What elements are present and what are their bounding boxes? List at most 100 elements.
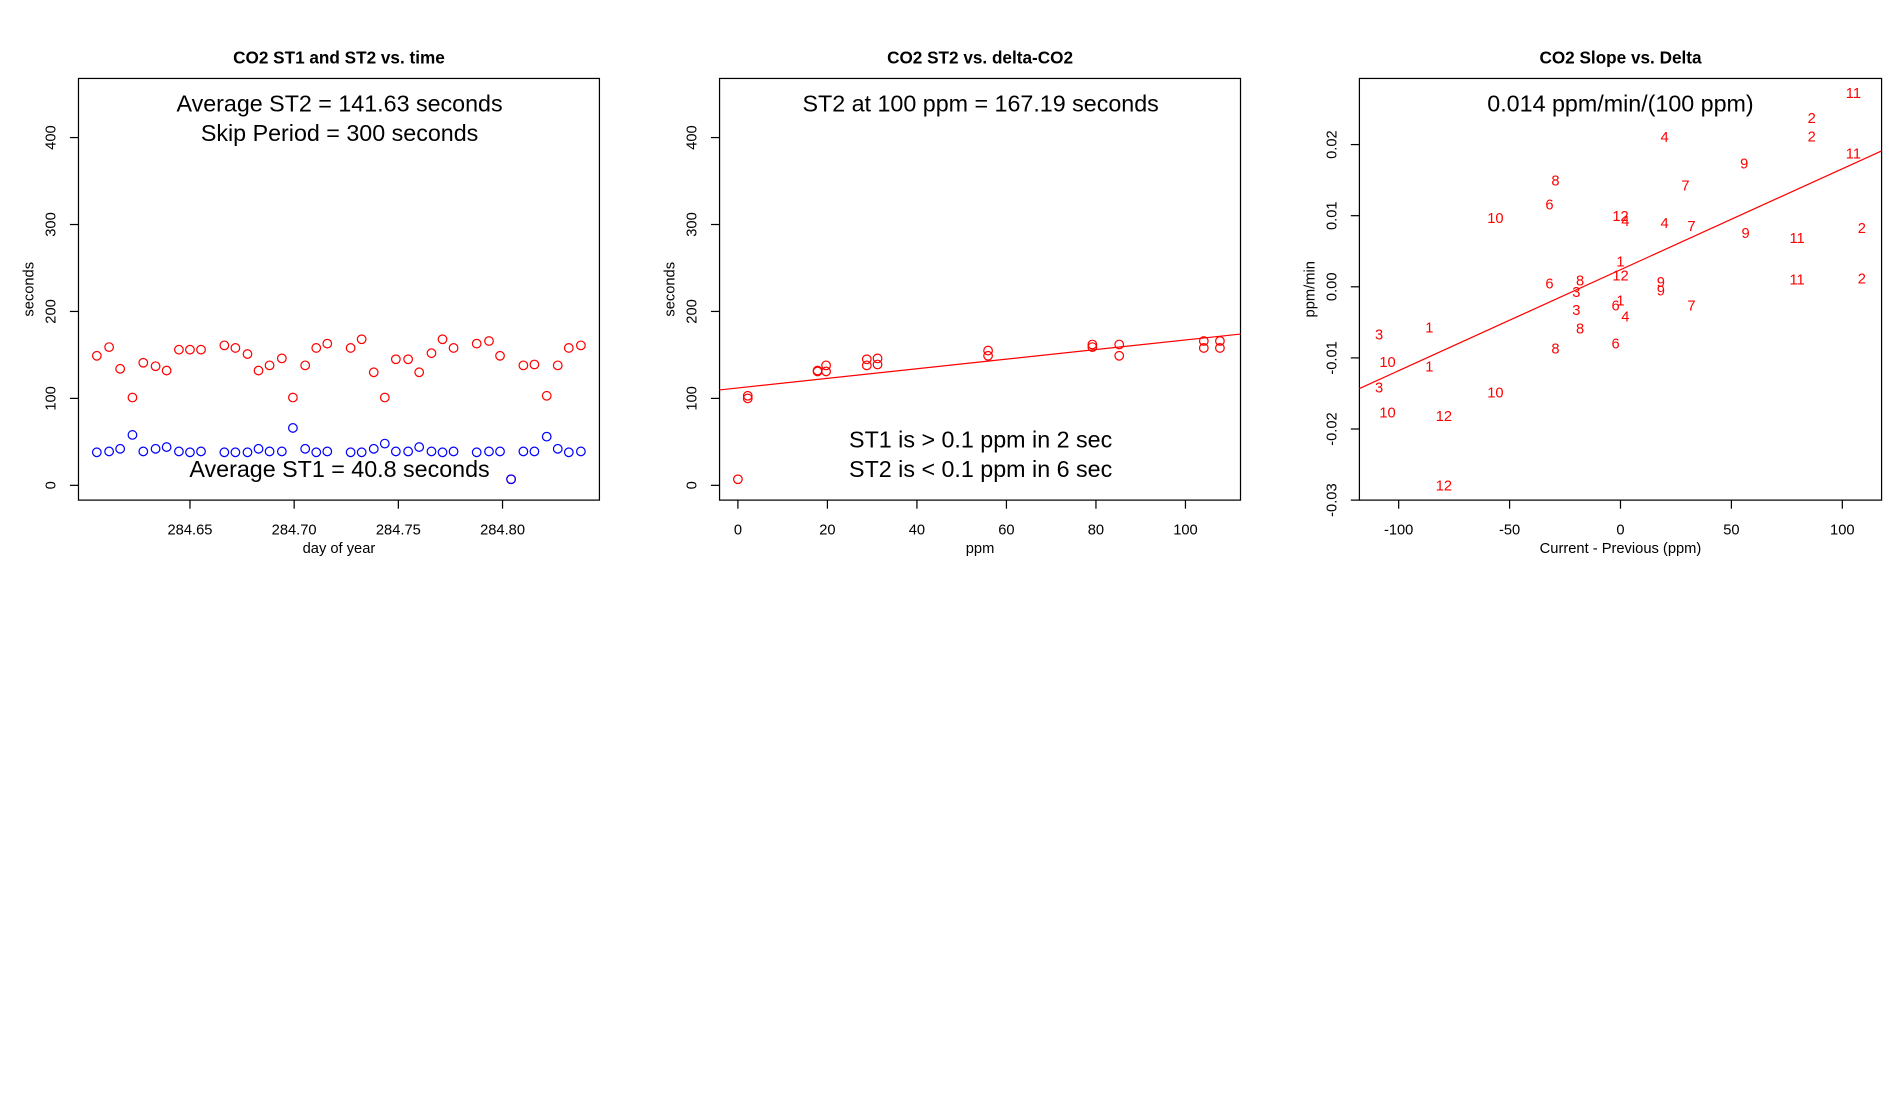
point xyxy=(276,353,287,364)
point xyxy=(127,392,138,403)
point xyxy=(185,447,195,458)
point xyxy=(161,442,172,452)
y-tick-label: 0 xyxy=(43,481,59,489)
point xyxy=(541,390,552,401)
point xyxy=(196,446,206,457)
point xyxy=(484,446,494,457)
point-label: 2 xyxy=(1808,111,1816,127)
x-tick-label: 284.70 xyxy=(272,523,317,539)
point xyxy=(541,431,552,442)
point-label: 6 xyxy=(1612,336,1620,352)
point-label: 1 xyxy=(1425,321,1433,337)
point xyxy=(552,443,563,454)
y-tick-label: 100 xyxy=(43,386,59,411)
x-tick-label: 100 xyxy=(1173,523,1198,539)
point-label: 6 xyxy=(1612,299,1620,315)
x-tick-label: 50 xyxy=(1723,523,1739,539)
point xyxy=(983,345,993,356)
point xyxy=(506,474,516,485)
point-label: 12 xyxy=(1436,409,1452,425)
point-label: 4 xyxy=(1621,309,1629,325)
point-label: 10 xyxy=(1487,211,1503,227)
x-axis-label: day of year xyxy=(303,541,376,557)
y-tick-label: 100 xyxy=(684,386,700,411)
point xyxy=(414,367,425,378)
point xyxy=(91,350,102,361)
point xyxy=(390,446,401,457)
point xyxy=(345,447,356,458)
point xyxy=(185,344,195,355)
point xyxy=(872,359,883,370)
point-label: 12 xyxy=(1612,269,1628,285)
point xyxy=(448,446,459,457)
point xyxy=(575,446,586,457)
y-tick-label: 300 xyxy=(684,212,700,237)
point-label: 3 xyxy=(1572,303,1580,319)
point xyxy=(495,446,505,457)
y-tick-label: -0.01 xyxy=(1324,341,1340,374)
point xyxy=(219,340,230,351)
x-tick-label: 80 xyxy=(1088,523,1104,539)
y-tick-label: 0.01 xyxy=(1324,201,1340,230)
point-label: 6 xyxy=(1545,277,1553,293)
point-label: 11 xyxy=(1789,272,1804,288)
point-label: 7 xyxy=(1681,178,1689,194)
point-label: 1 xyxy=(1425,360,1433,376)
point xyxy=(437,447,448,458)
point-label: 2 xyxy=(1858,221,1866,237)
point xyxy=(345,343,356,353)
x-tick-label: 20 xyxy=(819,523,835,539)
point xyxy=(1198,336,1209,346)
x-tick-label: 284.80 xyxy=(480,523,525,539)
point xyxy=(219,447,230,458)
point xyxy=(437,334,448,345)
annotation: ST1 is > 0.1 ppm in 2 sec xyxy=(849,426,1113,452)
point xyxy=(174,446,184,457)
point-label: 1 xyxy=(1616,255,1624,271)
x-axis-label: Current - Previous (ppm) xyxy=(1540,541,1702,557)
point-label: 7 xyxy=(1687,219,1695,235)
point xyxy=(414,442,425,452)
point-label: 3 xyxy=(1572,285,1580,301)
x-axis-label: ppm xyxy=(966,541,995,557)
point xyxy=(253,365,264,376)
point xyxy=(983,350,993,361)
chart-title: CO2 Slope vs. Delta xyxy=(1539,47,1702,67)
point-label: 1 xyxy=(1616,294,1624,310)
point-label: 6 xyxy=(1545,198,1553,214)
y-tick-label: 0.02 xyxy=(1324,130,1340,159)
x-tick-label: 0 xyxy=(734,523,742,539)
point xyxy=(821,366,831,377)
point xyxy=(495,350,505,361)
y-tick-label: 0.00 xyxy=(1324,272,1340,301)
point xyxy=(174,344,184,355)
point-label: 10 xyxy=(1487,385,1503,401)
x-tick-label: -50 xyxy=(1499,523,1520,539)
fit-line xyxy=(1359,150,1882,390)
annotation: 0.014 ppm/min/(100 ppm) xyxy=(1487,91,1753,117)
y-tick-label: 0 xyxy=(684,481,700,489)
annotation: Skip Period = 300 seconds xyxy=(201,120,478,146)
point xyxy=(161,365,172,376)
point xyxy=(403,446,414,457)
point xyxy=(115,363,126,374)
x-tick-label: 0 xyxy=(1616,523,1624,539)
point-label: 3 xyxy=(1375,328,1383,344)
point xyxy=(104,342,115,352)
point xyxy=(196,344,206,355)
point xyxy=(253,443,264,454)
point xyxy=(300,443,311,454)
point xyxy=(1114,350,1125,361)
y-axis-label: seconds xyxy=(662,262,678,317)
point xyxy=(861,360,872,371)
point xyxy=(264,360,275,371)
point-label: 4 xyxy=(1661,216,1669,232)
point-label: 11 xyxy=(1846,146,1861,162)
y-tick-label: 400 xyxy=(684,125,700,150)
point xyxy=(379,438,390,449)
point xyxy=(575,340,586,351)
point-label: 12 xyxy=(1436,478,1452,494)
point-label: 8 xyxy=(1551,341,1559,357)
point xyxy=(1087,339,1098,350)
